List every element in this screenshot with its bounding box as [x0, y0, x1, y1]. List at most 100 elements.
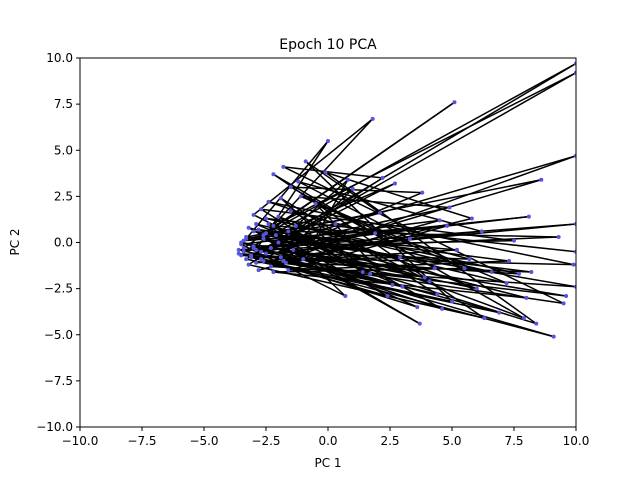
- series-segment: [298, 180, 482, 233]
- data-point: [298, 194, 303, 199]
- data-point: [276, 214, 281, 219]
- series-markers: [236, 61, 576, 339]
- data-point: [261, 233, 266, 238]
- data-point: [571, 262, 576, 267]
- y-axis-label: PC 2: [8, 228, 22, 255]
- y-axis: −10.0 −7.5 −5.0 −2.5 0.0 2.5 5.0 7.5 10.0: [36, 51, 80, 434]
- series-segment: [250, 256, 388, 297]
- data-point: [281, 164, 286, 169]
- data-point: [271, 270, 276, 275]
- data-point: [427, 279, 432, 284]
- data-point: [293, 223, 298, 228]
- data-point: [440, 306, 445, 311]
- data-point: [561, 301, 566, 306]
- data-point: [392, 181, 397, 186]
- y-tick-label: 2.5: [54, 189, 73, 203]
- data-point: [244, 234, 249, 239]
- data-point: [241, 249, 246, 254]
- data-point: [564, 294, 569, 299]
- data-point: [276, 240, 281, 245]
- series-segment: [261, 250, 470, 260]
- data-point: [259, 249, 264, 254]
- x-tick-label: 10.0: [563, 434, 590, 448]
- data-point: [482, 316, 487, 321]
- data-point: [504, 281, 509, 286]
- data-point: [422, 275, 427, 280]
- data-point: [266, 199, 271, 204]
- data-point: [526, 214, 531, 219]
- x-axis-label: PC 1: [314, 456, 341, 470]
- data-point: [264, 216, 268, 221]
- data-point: [462, 266, 467, 271]
- data-point: [254, 222, 259, 227]
- series-segment: [275, 234, 388, 297]
- data-point: [241, 238, 246, 243]
- data-point: [516, 271, 521, 276]
- data-point: [239, 253, 244, 258]
- data-point: [259, 207, 264, 212]
- series-segment: [263, 62, 576, 236]
- x-tick-label: −7.5: [127, 434, 156, 448]
- data-point: [288, 209, 293, 214]
- data-point: [507, 258, 512, 263]
- x-axis: −10.0 −7.5 −5.0 −2.5 0.0 2.5 5.0 7.5 10.0: [62, 427, 590, 448]
- series-segment: [246, 258, 500, 314]
- data-point: [469, 216, 474, 221]
- data-point: [350, 186, 355, 191]
- data-point: [286, 268, 291, 273]
- data-point: [452, 100, 457, 105]
- data-point: [529, 270, 534, 275]
- data-point: [415, 305, 420, 310]
- data-point: [370, 116, 375, 121]
- series-lines: [238, 62, 576, 338]
- series-segment: [278, 155, 576, 244]
- data-point: [326, 139, 330, 144]
- series-segment: [265, 217, 576, 253]
- y-tick-label: 0.0: [54, 236, 73, 250]
- series-segment: [290, 186, 423, 194]
- data-point: [246, 262, 251, 267]
- data-point: [489, 270, 494, 275]
- series-segment: [253, 230, 576, 288]
- data-point: [479, 229, 484, 234]
- data-point: [301, 257, 306, 262]
- series-segment: [283, 166, 383, 179]
- data-point: [313, 201, 318, 206]
- y-tick-label: 10.0: [46, 51, 73, 65]
- data-point: [273, 233, 278, 238]
- data-point: [378, 210, 383, 215]
- data-point: [343, 294, 348, 299]
- data-point: [303, 159, 308, 164]
- data-point: [249, 255, 254, 260]
- data-point: [261, 258, 266, 263]
- y-tick-label: 5.0: [54, 143, 73, 157]
- data-point: [445, 223, 450, 228]
- data-point: [390, 282, 395, 287]
- x-tick-label: −2.5: [251, 434, 280, 448]
- data-point: [497, 310, 502, 315]
- data-point: [432, 266, 437, 271]
- data-point: [447, 205, 452, 210]
- data-point: [534, 321, 539, 326]
- series-segment: [273, 225, 376, 235]
- data-point: [271, 223, 276, 228]
- data-point: [251, 229, 256, 234]
- data-point: [400, 284, 405, 289]
- data-point: [286, 229, 291, 234]
- data-point: [380, 175, 385, 180]
- data-point: [246, 225, 251, 230]
- y-tick-label: −2.5: [44, 282, 73, 296]
- data-point: [454, 247, 459, 252]
- data-point: [407, 236, 412, 241]
- y-tick-label: −7.5: [44, 374, 73, 388]
- data-point: [521, 316, 526, 321]
- series-segment: [273, 72, 576, 227]
- data-point: [360, 270, 365, 275]
- data-point: [323, 170, 328, 175]
- data-point: [397, 255, 402, 260]
- data-point: [256, 268, 261, 273]
- series-segment: [253, 247, 430, 282]
- data-point: [551, 334, 556, 339]
- data-point: [288, 185, 293, 190]
